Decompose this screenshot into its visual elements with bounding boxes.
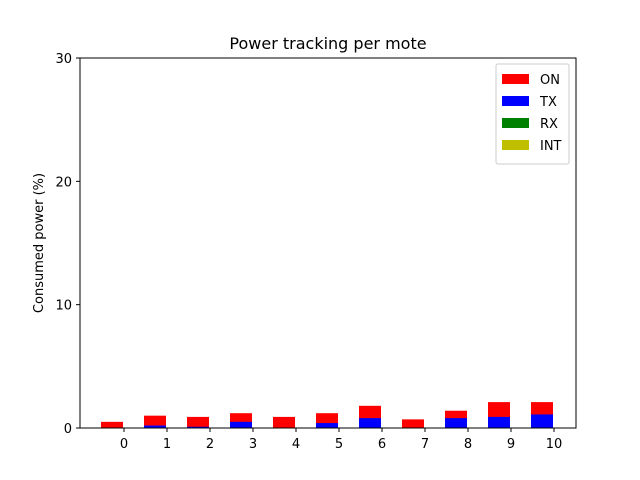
legend-swatch-on [502, 74, 529, 84]
x-tick-label: 5 [335, 437, 343, 452]
legend-swatch-tx [502, 96, 529, 106]
bar-tx-10 [531, 414, 553, 428]
legend-label-rx: RX [540, 117, 558, 132]
bar-on-2 [187, 416, 209, 428]
x-tick-label: 10 [546, 437, 563, 452]
bar-tx-6 [359, 418, 381, 428]
legend-swatch-int [502, 140, 529, 150]
legend-box [495, 63, 570, 165]
legend-label-int: INT [540, 139, 562, 154]
y-tick-label: 30 [55, 52, 72, 67]
y-tick-label: 20 [55, 175, 72, 190]
bar-tx-8 [445, 418, 467, 428]
bar-on-1 [144, 415, 166, 428]
x-tick-label: 7 [421, 437, 429, 452]
x-ticks: 0 1 2 3 4 5 6 7 8 9 10 [120, 428, 562, 452]
bar-on-7 [402, 419, 424, 428]
bar-on-0 [101, 421, 123, 428]
x-tick-label: 4 [292, 437, 300, 452]
bar-tx-5 [316, 423, 338, 428]
x-tick-label: 2 [206, 437, 214, 452]
x-tick-label: 9 [507, 437, 515, 452]
plot-frame [79, 57, 577, 429]
bar-tx-2 [187, 426, 209, 428]
y-ticks: 0 10 20 30 [55, 52, 80, 437]
y-tick-label: 0 [64, 422, 72, 437]
bars-group [101, 402, 553, 428]
legend-label-tx: TX [539, 95, 557, 110]
chart-title: Power tracking per mote [229, 34, 426, 53]
legend-label-on: ON [540, 73, 560, 88]
x-tick-label: 8 [464, 437, 472, 452]
bar-on-4 [273, 416, 295, 428]
x-tick-label: 1 [163, 437, 171, 452]
x-tick-label: 3 [249, 437, 257, 452]
legend-swatch-rx [502, 118, 529, 128]
y-axis-label: Consumed power (%) [32, 173, 47, 313]
y-tick-label: 10 [55, 299, 72, 314]
x-tick-label: 6 [378, 437, 386, 452]
bar-tx-3 [230, 421, 252, 428]
legend: ON TX RX INT [495, 63, 570, 165]
bar-tx-1 [144, 425, 166, 428]
x-tick-label: 0 [120, 437, 128, 452]
bar-tx-9 [488, 416, 510, 428]
